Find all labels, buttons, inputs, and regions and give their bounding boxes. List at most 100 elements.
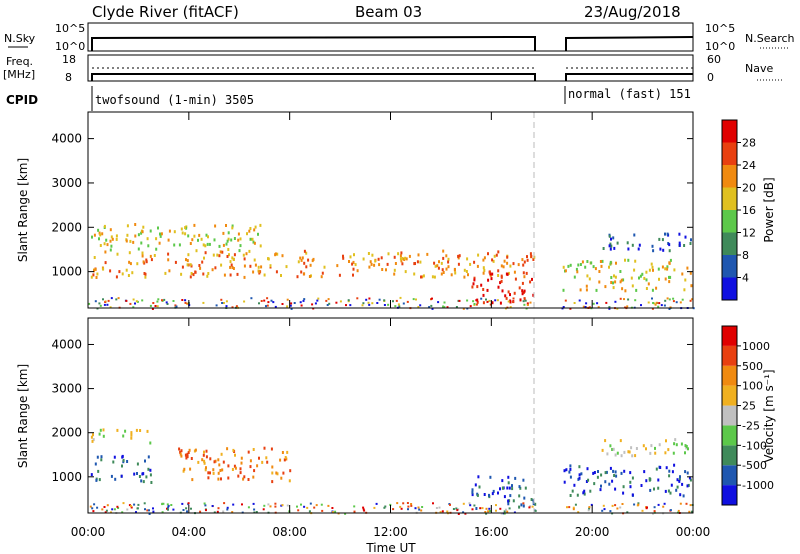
velocity-cell: [133, 503, 136, 506]
velocity-cell: [569, 475, 572, 479]
power-cell: [154, 305, 157, 307]
power-cell: [405, 257, 408, 261]
power-cell: [228, 253, 230, 257]
power-cell: [303, 249, 306, 253]
power-colorbar: 4 8 12 16 20 24 28: [721, 119, 756, 301]
velocity-cell: [205, 455, 208, 459]
power-cell: [110, 244, 113, 248]
power-cell: [518, 286, 521, 290]
velocity-ytick-label: 1000: [51, 470, 82, 484]
power-cell: [299, 256, 302, 260]
noise-right-tick-low: 10^0: [705, 40, 735, 53]
power-cell: [381, 268, 384, 271]
velocity-cell: [180, 449, 183, 453]
power-cell: [145, 260, 148, 264]
power-cell: [368, 303, 371, 306]
power-cell: [500, 274, 503, 278]
velocity-cell: [90, 435, 93, 439]
velocity-cell: [609, 444, 612, 448]
power-cell: [383, 299, 386, 302]
power-cell: [141, 299, 144, 302]
power-cell: [245, 252, 248, 256]
power-cell: [471, 285, 474, 289]
power-cell: [226, 255, 229, 258]
velocity-cell: [614, 487, 617, 491]
velocity-cell: [186, 455, 189, 459]
velocity-cell: [166, 503, 169, 506]
power-cell: [349, 304, 352, 307]
power-colorbar-swatch: [722, 165, 737, 188]
velocity-cell: [269, 505, 272, 508]
velocity-ytick-label: 4000: [51, 337, 82, 351]
velocity-cell: [668, 469, 671, 473]
power-cell: [186, 259, 189, 263]
power-cell: [562, 265, 565, 269]
velocity-cell: [203, 459, 206, 463]
velocity-cell: [571, 489, 574, 493]
power-cell: [387, 303, 390, 306]
power-cell: [457, 254, 460, 258]
velocity-cell: [503, 512, 506, 515]
power-cell: [258, 302, 260, 305]
velocity-cell: [583, 489, 586, 493]
power-cell: [214, 224, 217, 228]
power-cell: [507, 271, 510, 275]
power-cell: [222, 243, 225, 247]
power-cell: [231, 226, 234, 230]
power-cell: [356, 269, 359, 273]
velocity-cell: [142, 472, 145, 476]
velocity-cell: [677, 509, 680, 512]
velocity-cell: [582, 491, 585, 495]
velocity-cell: [271, 480, 274, 484]
velocity-cell: [569, 464, 572, 468]
power-cell: [152, 302, 155, 304]
velocity-cell: [665, 466, 668, 470]
power-cell: [475, 299, 478, 302]
power-cell: [305, 265, 308, 269]
velocity-cell: [247, 506, 250, 509]
velocity-colorbar-tick-label: -1000: [742, 479, 774, 492]
power-cell: [250, 297, 253, 300]
power-cell: [631, 243, 634, 247]
time-tick-label: 00:00: [676, 525, 711, 539]
power-cell: [149, 229, 152, 233]
velocity-cell: [92, 438, 95, 442]
velocity-y-ticks: 1000 2000 3000 4000: [51, 337, 693, 484]
power-cell: [415, 298, 417, 301]
velocity-cell: [288, 479, 291, 483]
power-cell: [397, 303, 400, 306]
velocity-cell: [462, 502, 465, 505]
velocity-cell: [201, 458, 204, 462]
power-cell: [121, 272, 124, 276]
velocity-cell: [205, 466, 207, 470]
power-cell: [433, 261, 436, 265]
velocity-cell: [578, 465, 581, 469]
velocity-cell: [629, 480, 632, 484]
power-cell: [342, 254, 344, 258]
velocity-cell: [286, 450, 289, 454]
power-cell: [653, 302, 656, 305]
power-cell: [351, 262, 354, 266]
power-cell: [105, 238, 108, 242]
velocity-cell: [232, 448, 235, 452]
power-cell: [455, 306, 458, 308]
velocity-cell: [577, 511, 580, 514]
power-cell: [96, 272, 99, 276]
power-cell: [193, 234, 196, 238]
power-cell: [195, 249, 198, 253]
velocity-cell: [146, 429, 149, 433]
velocity-cell: [637, 503, 640, 506]
power-cell: [178, 243, 181, 247]
power-cell: [394, 262, 397, 265]
power-cell: [370, 262, 373, 266]
power-cell: [633, 233, 636, 237]
power-cell: [502, 265, 505, 269]
power-cell: [467, 273, 469, 277]
power-cell: [128, 251, 131, 255]
power-cell: [596, 302, 599, 305]
noise-sky-trace-1: [91, 35, 536, 51]
power-cell: [626, 241, 629, 245]
velocity-cell: [226, 447, 229, 451]
velocity-cell: [217, 471, 220, 475]
power-cell: [257, 265, 260, 269]
